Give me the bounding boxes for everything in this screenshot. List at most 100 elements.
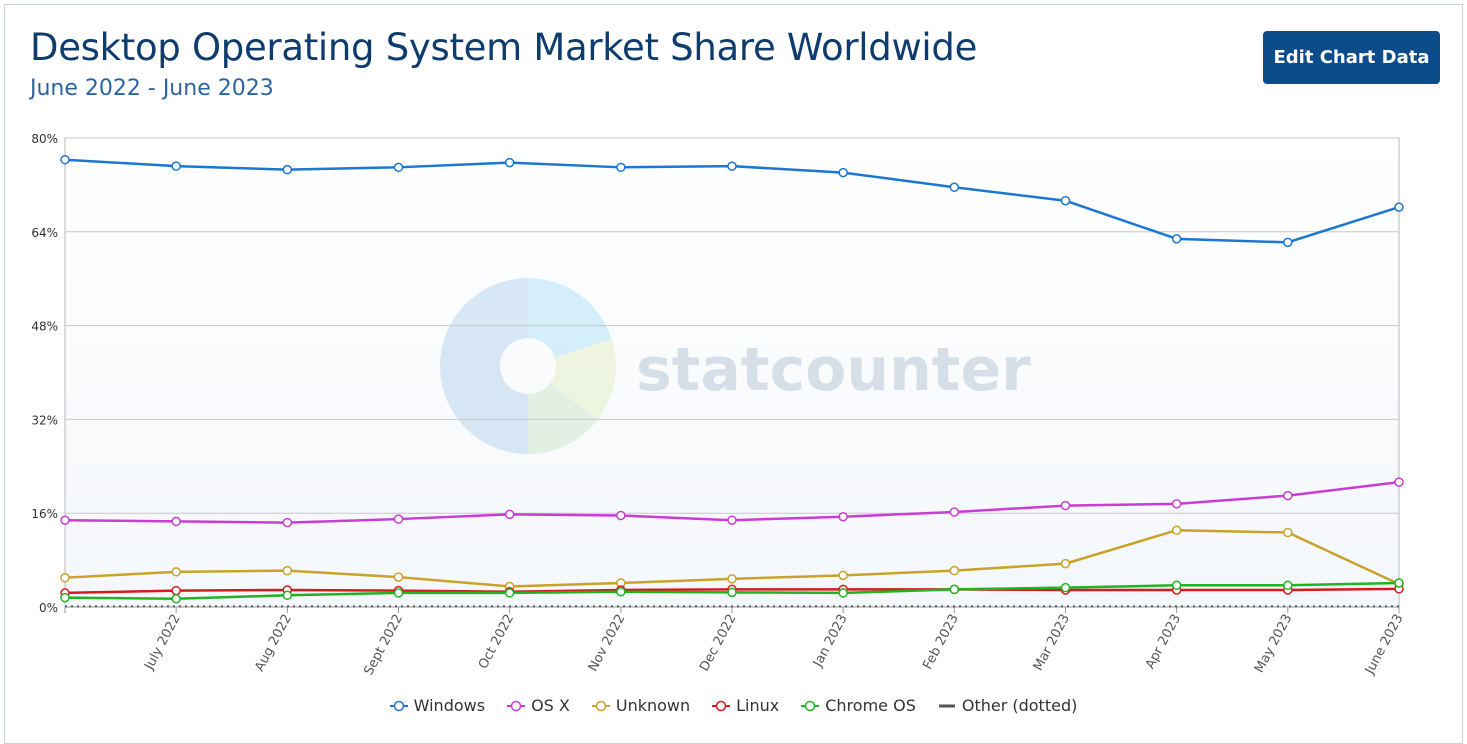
data-point-chrome-os <box>616 587 626 597</box>
legend-item-other-dotted[interactable]: Other (dotted) <box>938 696 1078 715</box>
legend-label: Chrome OS <box>825 696 916 715</box>
data-point-windows <box>504 157 515 168</box>
x-tick-label: July 2022 <box>142 612 184 673</box>
data-point-chrome-os <box>1060 582 1071 593</box>
y-tick-label: 32% <box>31 413 58 427</box>
x-tick-label: Sept 2022 <box>361 612 406 678</box>
x-tick-label: Mar 2023 <box>1031 612 1073 674</box>
data-point-unknown <box>1283 527 1293 538</box>
legend-item-unknown[interactable]: Unknown <box>591 696 691 715</box>
legend-label: OS X <box>531 696 570 715</box>
data-point-windows <box>393 162 404 173</box>
legend-item-linux[interactable]: Linux <box>712 696 779 715</box>
watermark-segment-top <box>528 278 612 358</box>
series-os-x <box>60 477 1404 528</box>
legend-marker-windows <box>389 700 408 711</box>
data-point-chrome-os <box>1394 578 1404 588</box>
y-axis: 0% 16% 32% 48% 64% 80% <box>31 132 58 615</box>
data-point-windows <box>727 161 737 171</box>
data-point-chrome-os <box>171 594 181 604</box>
y-tick-label: 0% <box>39 601 58 615</box>
legend-marker-os-x <box>507 700 526 711</box>
data-point-chrome-os <box>60 592 70 603</box>
legend-item-os-x[interactable]: OS X <box>507 696 570 715</box>
statcounter-watermark: statcounter <box>440 278 1031 454</box>
legend-marker-linux <box>712 700 731 711</box>
data-point-os-x <box>1394 477 1404 487</box>
data-point-os-x <box>60 515 70 525</box>
legend-marker-other-dotted <box>938 704 955 707</box>
legend-label: Unknown <box>615 696 691 715</box>
y-tick-label: 48% <box>31 320 58 334</box>
data-point-chrome-os <box>727 587 737 598</box>
x-tick-label: Jan 2023 <box>810 612 851 670</box>
series-layer <box>60 154 1404 608</box>
data-point-chrome-os <box>504 588 515 598</box>
y-tick-label: 80% <box>31 132 58 146</box>
y-tick-label: 16% <box>31 507 58 521</box>
series-windows <box>60 154 1404 248</box>
data-point-os-x <box>616 510 626 521</box>
data-point-unknown <box>727 574 737 584</box>
x-tick-label: June 2023 <box>1362 612 1406 678</box>
data-point-chrome-os <box>949 584 960 595</box>
chart-title: Desktop Operating System Market Share Wo… <box>30 26 978 69</box>
watermark-segment-left <box>440 278 528 454</box>
x-tick-label: Nov 2022 <box>586 612 629 674</box>
data-point-chrome-os <box>393 588 404 598</box>
data-point-os-x <box>949 507 960 517</box>
x-tick-label: May 2023 <box>1252 612 1295 676</box>
legend-label: Other (dotted) <box>961 696 1078 715</box>
data-point-windows <box>1394 202 1404 212</box>
data-point-unknown <box>949 565 960 576</box>
data-point-os-x <box>504 509 515 520</box>
legend-marker-unknown <box>591 700 610 711</box>
data-point-unknown <box>1060 558 1071 569</box>
edit-chart-data-button[interactable]: Edit Chart Data <box>1263 31 1440 84</box>
data-point-os-x <box>1171 499 1182 509</box>
watermark-segment-bottom <box>528 383 598 454</box>
data-point-windows <box>838 167 848 178</box>
data-point-unknown <box>282 565 293 576</box>
x-tick-label: Apr 2023 <box>1143 612 1184 672</box>
data-point-unknown <box>838 570 848 581</box>
data-point-unknown <box>393 572 404 582</box>
data-point-chrome-os <box>1171 580 1182 591</box>
legend-marker-chrome-os <box>801 700 820 711</box>
data-point-os-x <box>1060 500 1071 511</box>
data-point-os-x <box>282 517 293 528</box>
data-point-windows <box>1283 237 1293 248</box>
legend-item-chrome-os[interactable]: Chrome OS <box>801 696 916 715</box>
data-point-os-x <box>171 516 181 527</box>
data-point-chrome-os <box>1283 580 1293 591</box>
legend-label: Windows <box>413 696 486 715</box>
x-axis: July 2022 Aug 2022 Sept 2022 Oct 2022 Nov 20… <box>64 607 1407 678</box>
y-tick-label: 64% <box>31 226 58 240</box>
x-tick-label: Dec 2022 <box>697 612 740 674</box>
data-point-chrome-os <box>838 588 848 598</box>
data-point-os-x <box>393 514 404 524</box>
series-chrome-os <box>60 578 1404 604</box>
data-point-windows <box>1060 195 1071 206</box>
data-point-windows <box>949 182 960 192</box>
watermark-text: statcounter <box>636 335 1031 405</box>
data-point-chrome-os <box>282 590 293 601</box>
data-point-os-x <box>1283 490 1293 501</box>
data-point-linux <box>171 585 181 596</box>
data-point-os-x <box>838 511 848 522</box>
data-point-os-x <box>727 515 737 525</box>
data-point-windows <box>171 161 181 171</box>
x-tick-label: Oct 2022 <box>476 612 517 672</box>
data-point-windows <box>1171 234 1182 244</box>
data-point-unknown <box>1171 525 1182 535</box>
legend-item-windows[interactable]: Windows <box>389 696 486 715</box>
legend-label: Linux <box>736 696 780 715</box>
series-unknown <box>60 525 1404 592</box>
chart-legend: Windows OS X Unknown Linux Chrome OS Other (d… <box>0 696 1467 715</box>
data-point-windows <box>60 154 70 165</box>
x-tick-label: Feb 2023 <box>920 612 962 672</box>
data-point-unknown <box>171 567 181 577</box>
data-point-unknown <box>60 572 70 583</box>
chart-subtitle: June 2022 - June 2023 <box>30 76 274 101</box>
